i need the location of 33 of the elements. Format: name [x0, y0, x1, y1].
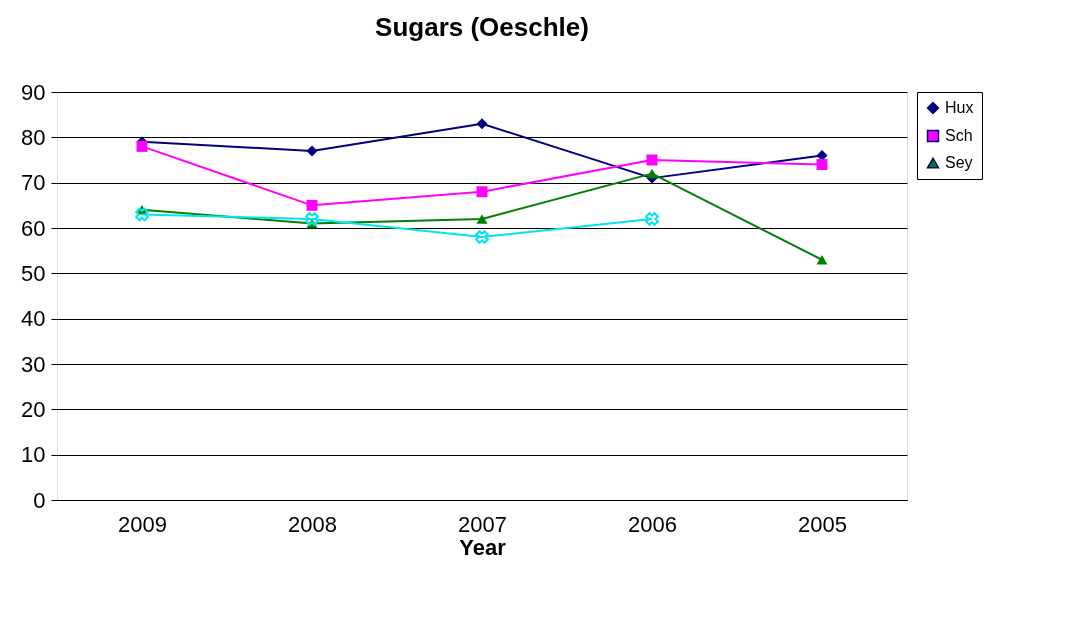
point — [816, 149, 828, 161]
point — [646, 168, 658, 179]
point — [306, 145, 318, 157]
x-tick-label: 2005 — [798, 511, 847, 537]
point — [816, 159, 828, 171]
y-tick-label: 10 — [21, 442, 46, 468]
point — [476, 186, 488, 198]
y-tick-label: 80 — [21, 124, 46, 150]
y-tick-label: 30 — [21, 351, 46, 377]
x-tick-label: 2009 — [118, 511, 167, 537]
point — [645, 212, 659, 226]
legend-label: Sey — [945, 154, 973, 171]
x-axis-title: Year — [459, 534, 507, 560]
point — [476, 214, 488, 224]
y-tick-label: 40 — [21, 306, 46, 332]
point — [476, 118, 488, 130]
point — [136, 140, 148, 152]
point — [475, 230, 489, 244]
y-tick-label: 60 — [21, 215, 46, 241]
point — [306, 199, 318, 211]
y-tick-label: 90 — [21, 79, 46, 105]
y-tick-label: 0 — [33, 487, 46, 513]
point — [135, 207, 149, 222]
x-tick-label: 2007 — [458, 511, 507, 537]
y-tick-label: 20 — [21, 396, 46, 422]
y-tick-label: 50 — [21, 260, 46, 286]
point — [305, 212, 319, 226]
chart-title: Sugars (Oeschle) — [375, 12, 589, 42]
legend-label: Hux — [945, 99, 974, 116]
x-tick-label: 2006 — [628, 511, 677, 537]
y-tick-label: 70 — [21, 170, 46, 196]
legend-label: Sch — [945, 127, 973, 144]
x-tick-label: 2008 — [288, 511, 337, 537]
